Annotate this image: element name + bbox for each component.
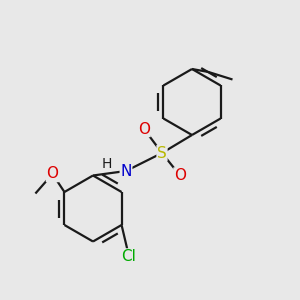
Text: O: O (46, 167, 58, 182)
Text: H: H (101, 157, 112, 170)
Text: Cl: Cl (122, 249, 136, 264)
Text: O: O (138, 122, 150, 136)
Text: S: S (157, 146, 167, 160)
Text: O: O (174, 168, 186, 183)
Text: N: N (120, 164, 132, 178)
